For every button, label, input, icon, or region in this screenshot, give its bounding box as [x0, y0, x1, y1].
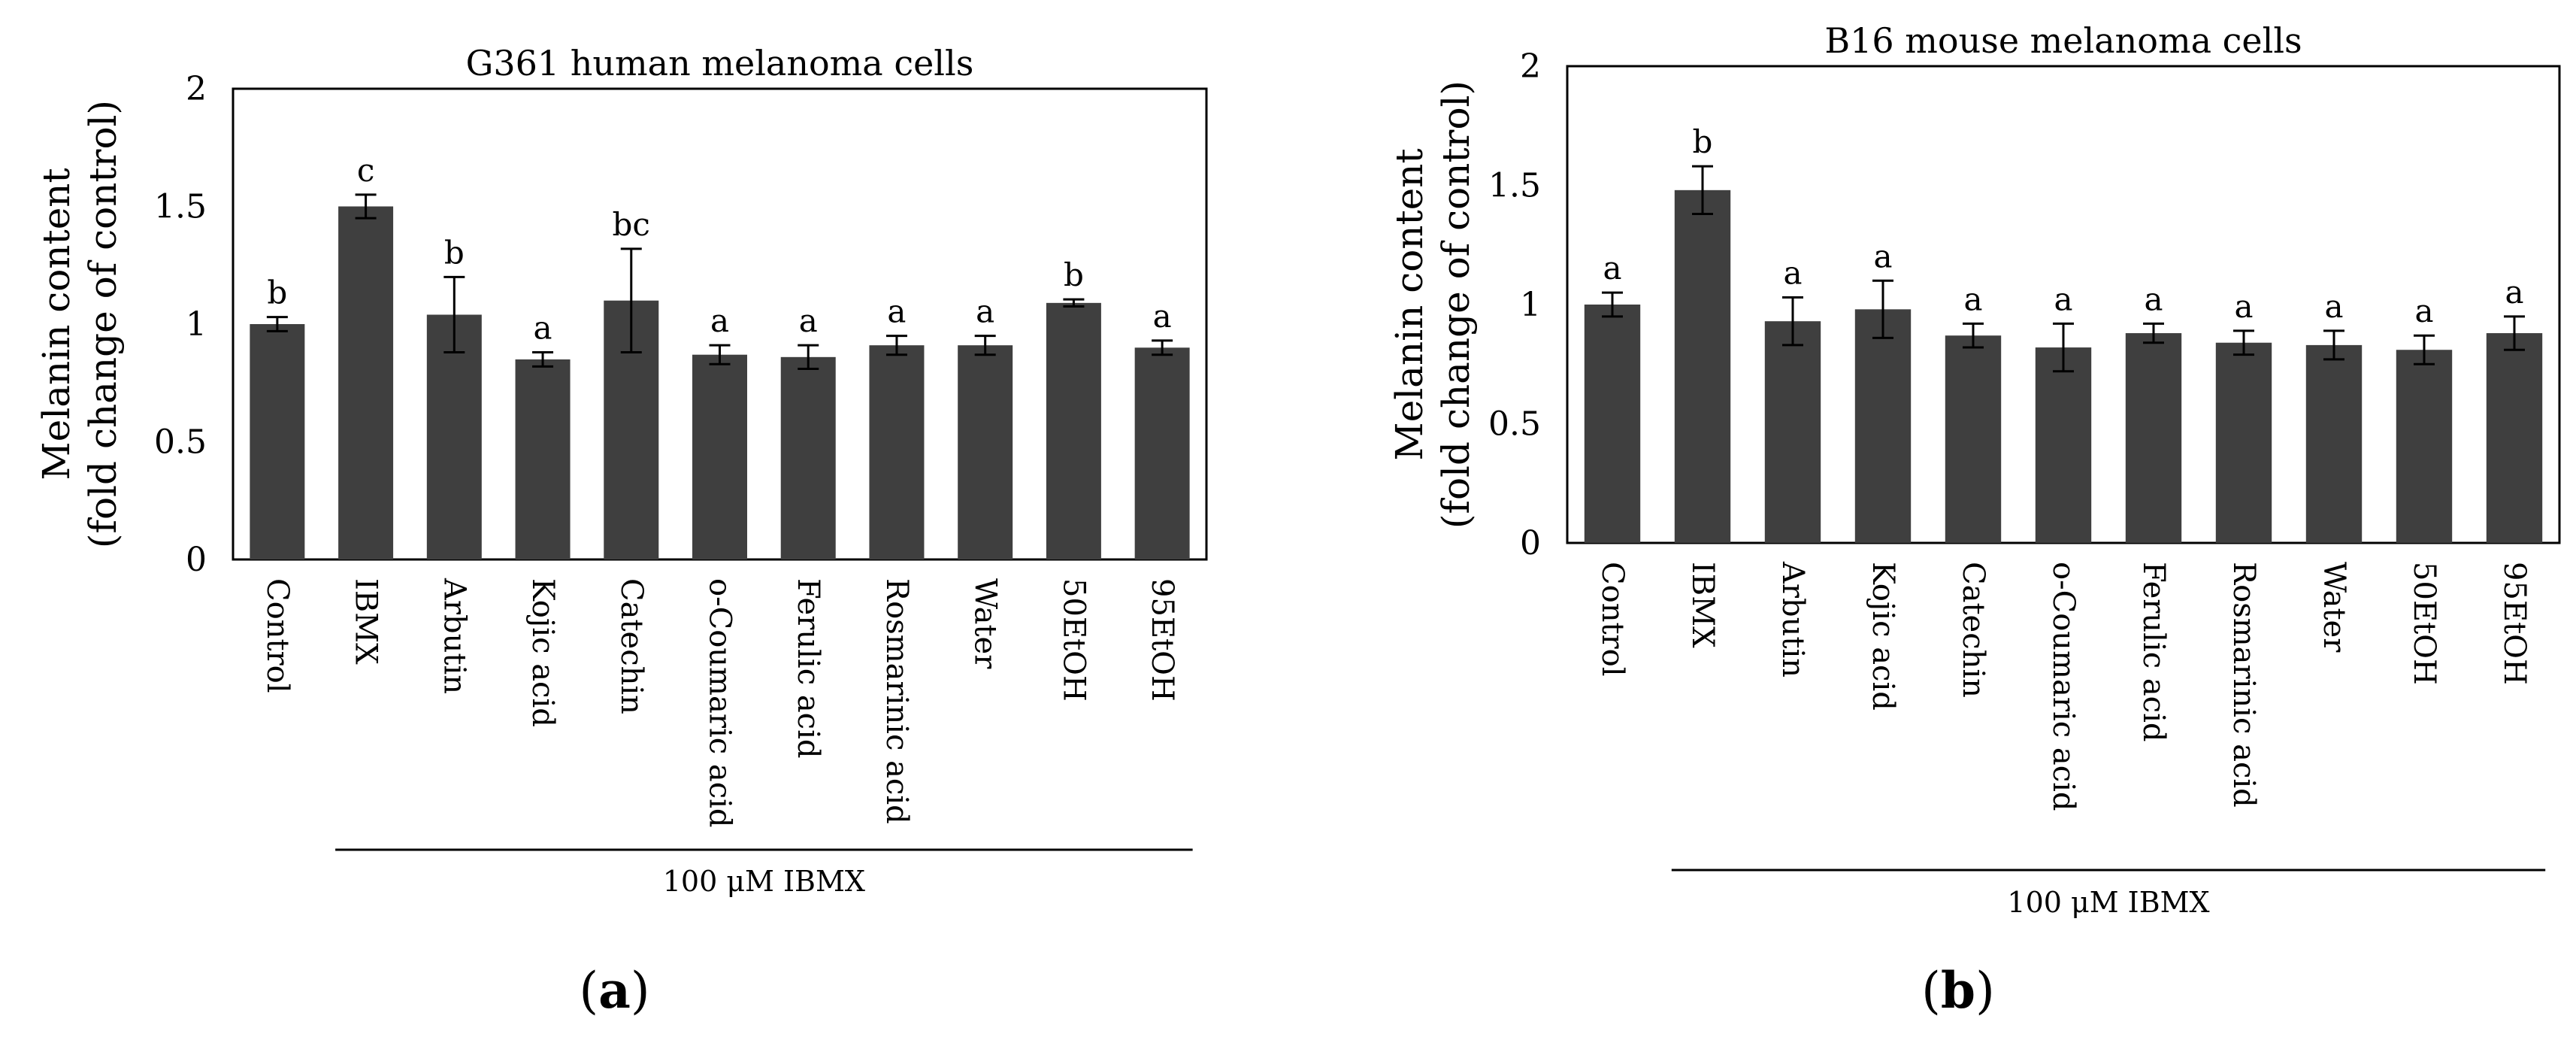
bar [2396, 350, 2453, 543]
bar [692, 354, 747, 559]
category-label: Control [1595, 562, 1630, 677]
panel-label-a: (a) [579, 961, 649, 1020]
bar [2215, 342, 2272, 543]
bar [780, 356, 836, 559]
panel-label-b: (b) [1921, 961, 1995, 1020]
treatment-bracket-label: 100 μM IBMX [2007, 886, 2209, 919]
significance-label: c [357, 152, 375, 189]
bar [2125, 333, 2182, 543]
bar [869, 345, 925, 559]
y-axis-label-line1: Melanin content [1388, 148, 1431, 460]
significance-label: a [2324, 288, 2343, 325]
significance-label: a [2505, 274, 2523, 311]
significance-label: a [534, 310, 552, 347]
significance-label: a [1603, 250, 1621, 287]
chart-panel-b: 0 0.5 1 1.5 2 Melanin content (fold change of … [1388, 20, 2561, 1020]
bar [2305, 344, 2363, 543]
significance-label: b [267, 274, 287, 311]
category-label: 50EtOH [2407, 562, 2441, 685]
bar [2035, 347, 2092, 543]
significance-label: a [1873, 238, 1892, 274]
significance-label: a [887, 293, 906, 330]
significance-label: b [1064, 256, 1084, 293]
y-tick-label: 0 [1520, 524, 1541, 562]
bar [515, 359, 571, 559]
category-label: Rosmarinic acid [879, 578, 914, 824]
treatment-bracket-label: 100 μM IBMX [663, 865, 865, 898]
category-label: Water [968, 578, 1003, 669]
significance-label: a [1153, 298, 1172, 335]
bar [958, 345, 1013, 559]
significance-label: a [2414, 293, 2433, 329]
chart-panel-a: 0 0.5 1 1.5 2 Melanin content (fold change of … [35, 43, 1208, 1020]
significance-label: a [2234, 288, 2253, 325]
category-label: Arbutin [1775, 561, 1810, 678]
significance-label: a [1783, 254, 1802, 291]
y-axis-label-line2: (fold change of control) [81, 100, 125, 548]
bar [1674, 189, 1731, 543]
category-label: Arbutin [437, 578, 471, 694]
category-label: o-Coumaric acid [2046, 562, 2081, 811]
y-tick-label: 0 [186, 541, 207, 579]
bar [2486, 333, 2543, 543]
category-label: IBMX [1685, 562, 1720, 648]
y-tick-label: 0.5 [154, 423, 207, 462]
bar [1134, 347, 1190, 559]
significance-label: a [710, 302, 729, 339]
significance-label: a [2054, 280, 2072, 317]
bar [1764, 321, 1821, 543]
category-label: 95EtOH [2497, 562, 2532, 685]
y-tick-label: 2 [186, 70, 207, 108]
significance-label: b [444, 234, 465, 271]
y-tick-label: 0.5 [1488, 405, 1541, 444]
bar [1854, 309, 1912, 543]
category-label: Ferulic acid [2136, 562, 2171, 741]
significance-label: a [799, 302, 818, 339]
category-label: Catechin [614, 578, 649, 714]
significance-label: a [2144, 280, 2163, 317]
category-label: Kojic acid [1866, 562, 1900, 711]
y-tick-label: 1 [1520, 286, 1541, 324]
y-axis-label-line2: (fold change of control) [1434, 80, 1478, 529]
bar [1046, 302, 1101, 559]
category-label: Control [260, 578, 295, 693]
bar [426, 314, 482, 559]
category-label: Water [2317, 562, 2351, 653]
y-tick-label: 2 [1520, 47, 1541, 86]
chart-title-b: B16 mouse melanoma cells [1824, 20, 2302, 61]
category-label: o-Coumaric acid [703, 578, 737, 828]
significance-label: a [1963, 280, 1982, 317]
category-label: Kojic acid [525, 578, 560, 727]
y-axis-label-line1: Melanin content [35, 168, 78, 480]
bar [250, 324, 305, 559]
significance-label: a [976, 293, 994, 330]
category-label: 50EtOH [1056, 578, 1091, 702]
category-label: Catechin [1956, 562, 1990, 698]
category-label: IBMX [349, 578, 383, 665]
chart-title-a: G361 human melanoma cells [466, 43, 974, 83]
significance-label: b [1693, 123, 1713, 160]
y-tick-label: 1.5 [154, 188, 207, 226]
category-label: 95EtOH [1145, 578, 1179, 702]
bar [1945, 335, 2002, 543]
y-tick-label: 1 [186, 305, 207, 344]
category-label: Rosmarinic acid [2226, 562, 2261, 808]
y-tick-label: 1.5 [1488, 167, 1541, 205]
bar [1584, 305, 1641, 543]
significance-label: bc [613, 206, 650, 243]
category-label: Ferulic acid [791, 578, 825, 758]
bar [338, 206, 394, 559]
